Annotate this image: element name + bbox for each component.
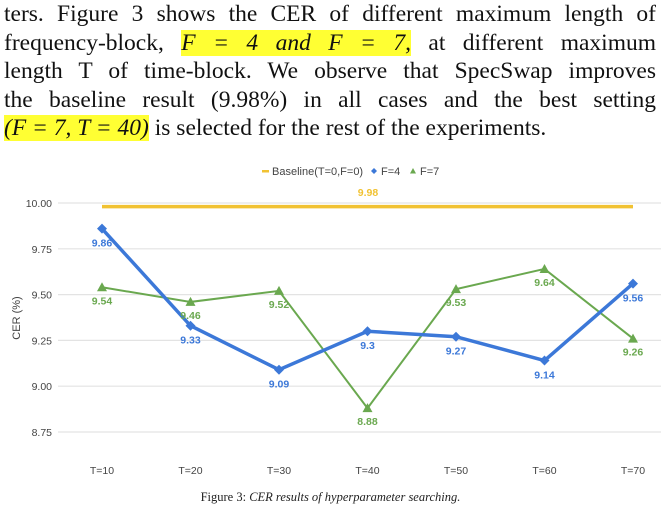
y-tick-label: 8.75 (32, 427, 53, 439)
chart-legend: Baseline(T=0,F=0) F=4 F=7 (262, 166, 439, 178)
f4-point (97, 223, 107, 234)
f7-point (274, 285, 284, 295)
highlighted-text: F = 4 and F = 7, (181, 29, 411, 56)
f7-point (539, 263, 550, 273)
f7-data-label: 9.53 (446, 297, 467, 309)
f7-point (97, 282, 107, 292)
f7-point (185, 296, 196, 306)
f4-point (185, 320, 196, 331)
paragraph-line-1: ters. Figure 3 shows the CER of differen… (4, 1, 656, 27)
f4-data-label: 9.27 (446, 346, 467, 358)
chart-grid (58, 202, 661, 433)
x-tick-label: T=70 (621, 465, 645, 477)
f4-point (274, 364, 284, 375)
caption-label: Figure 3: (200, 490, 250, 504)
f7-data-label: 9.64 (534, 277, 555, 289)
y-axis-label: CER (%) (11, 296, 23, 339)
legend-baseline-label: Baseline(T=0,F=0) (272, 166, 363, 178)
paragraph-text: at different maximum (410, 29, 656, 56)
legend-f7-label: F=7 (420, 166, 439, 178)
y-tick-label: 9.50 (32, 290, 53, 302)
figure-caption: Figure 3: CER results of hyperparameter … (0, 490, 661, 505)
f4-data-label: 9.33 (180, 335, 201, 347)
f4-point (539, 355, 550, 366)
f4-point (628, 278, 638, 289)
x-tick-label: T=60 (532, 465, 556, 477)
baseline-data-label: 9.98 (358, 187, 379, 199)
x-tick-label: T=20 (178, 465, 202, 477)
data-labels: 9.54 9.46 9.52 8.88 9.53 9.64 9.26 9.86 9.33 9.09… (92, 238, 644, 429)
f4-data-label: 9.56 (623, 293, 644, 305)
f7-point (451, 284, 461, 294)
f7-data-label: 9.52 (269, 299, 290, 311)
paragraph-text: is selected for the rest of the experime… (148, 115, 547, 141)
paragraph-line-5: (F = 7, T = 40) is selected for the rest… (4, 114, 656, 143)
x-tick-label: T=40 (355, 465, 379, 477)
f4-series (97, 223, 638, 375)
paragraph-line-3: length T of time-block. We observe that … (4, 58, 656, 84)
y-axis-ticks: 10.00 9.75 9.50 9.25 9.00 8.75 (26, 198, 52, 439)
x-tick-label: T=50 (444, 465, 468, 477)
y-tick-label: 10.00 (26, 198, 52, 210)
f7-series (97, 263, 638, 413)
f7-point (628, 333, 638, 343)
f4-point (362, 326, 373, 337)
caption-text: CER results of hyperparameter searching. (249, 490, 461, 504)
y-tick-label: 9.00 (32, 381, 53, 393)
f4-point (451, 331, 461, 342)
x-axis-ticks: T=10 T=20 T=30 T=40 T=50 T=60 T=70 (90, 465, 645, 477)
f4-data-label: 9.3 (360, 340, 375, 352)
paragraph-line-2: frequency-block, F = 4 and F = 7, at dif… (4, 29, 656, 58)
legend-f4-label: F=4 (381, 166, 400, 178)
highlighted-text: (F = 7, T = 40) (4, 115, 149, 141)
legend-f7-marker (410, 168, 416, 174)
baseline-series: 9.98 (102, 187, 633, 209)
x-tick-label: T=10 (90, 465, 114, 477)
f7-data-label: 8.88 (357, 416, 378, 428)
x-tick-label: T=30 (267, 465, 291, 477)
paragraph-line-4: the baseline result (9.98%) in all cases… (4, 86, 656, 113)
f7-data-label: 9.26 (623, 347, 644, 359)
f4-data-label: 9.09 (269, 379, 290, 391)
cer-line-chart: Baseline(T=0,F=0) F=4 F=7 10.00 9.75 9.50 9… (11, 166, 661, 477)
f7-data-label: 9.46 (180, 310, 201, 322)
legend-baseline-swatch (262, 170, 269, 173)
f4-data-label: 9.86 (92, 238, 113, 250)
f7-point (362, 403, 373, 413)
paragraph-text: frequency-block, (4, 29, 182, 56)
y-tick-label: 9.75 (32, 244, 53, 256)
body-paragraph: ters. Figure 3 shows the CER of differen… (4, 0, 656, 143)
f4-data-label: 9.14 (534, 370, 555, 382)
legend-f4-marker (371, 168, 377, 174)
f7-data-label: 9.54 (92, 295, 113, 307)
y-tick-label: 9.25 (32, 335, 53, 347)
